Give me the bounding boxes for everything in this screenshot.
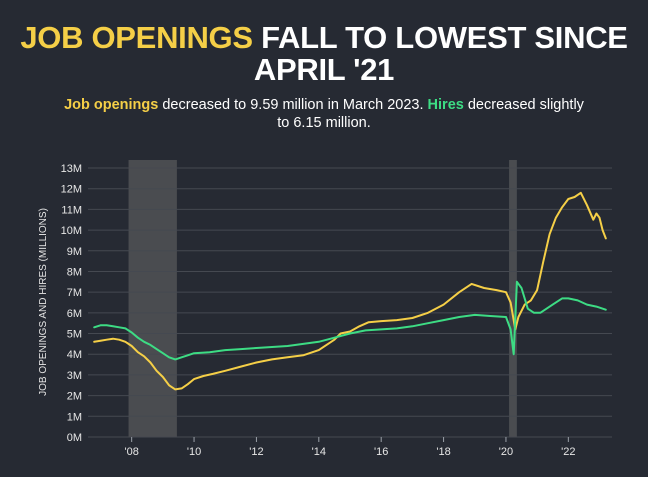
y-tick-label-13: 13M	[61, 163, 82, 175]
y-axis-label: JOB OPENINGS AND HIRES (MILLIONS)	[38, 208, 49, 396]
subtitle-part2: decreased slightly	[463, 97, 584, 113]
subtitle-part1: decreased to 9.59 million in March 2023.	[158, 97, 428, 113]
y-tick-label-12: 12M	[61, 184, 82, 196]
x-axis-ticks: '08 '10 '12 '14 '16 '18 '20 '22	[124, 437, 576, 458]
title-rest: FALL TO LOWEST SINCE	[252, 20, 628, 55]
x-tick-label-3: '14	[312, 446, 326, 458]
recession-band-1	[509, 160, 517, 437]
subtitle-line2: to 6.15 million.	[277, 115, 371, 131]
subtitle-hires: Hires	[427, 97, 464, 113]
title-highlight: JOB OPENINGS	[20, 20, 253, 55]
recession-band-0	[128, 160, 177, 437]
chart-subtitle: Job openings decreased to 9.59 million i…	[24, 96, 624, 132]
chart-title: JOB OPENINGS FALL TO LOWEST SINCE APRIL …	[0, 22, 648, 86]
y-axis-ticks: 0M 1M 2M 3M 4M 5M 6M 7M 8M 9M 10M 11M 12M 13M	[61, 163, 82, 444]
x-tick-label-2: '12	[249, 446, 263, 458]
x-tick-label-0: '08	[124, 446, 138, 458]
x-tick-label-7: '22	[561, 446, 575, 458]
y-tick-label-6: 6M	[67, 308, 82, 320]
series-lines	[93, 191, 607, 391]
y-tick-label-1: 1M	[67, 411, 82, 423]
x-tick-label-1: '10	[187, 446, 201, 458]
title-line2: APRIL '21	[253, 52, 395, 87]
x-tick-label-6: '20	[499, 446, 513, 458]
y-tick-label-11: 11M	[61, 204, 82, 216]
y-tick-label-9: 9M	[67, 246, 82, 258]
y-tick-label-0: 0M	[67, 432, 82, 444]
y-tick-label-4: 4M	[67, 349, 82, 361]
y-tick-label-3: 3M	[67, 370, 82, 382]
x-tick-label-5: '18	[436, 446, 450, 458]
y-tick-label-2: 2M	[67, 391, 82, 403]
subtitle-job-openings: Job openings	[64, 97, 159, 113]
series-line-job-openings	[93, 191, 607, 391]
y-tick-label-10: 10M	[61, 225, 82, 237]
recession-bands	[128, 160, 517, 437]
y-tick-label-7: 7M	[67, 287, 82, 299]
y-tick-label-8: 8M	[67, 266, 82, 278]
series-line-hires	[93, 280, 607, 361]
x-tick-label-4: '16	[374, 446, 388, 458]
y-tick-label-5: 5M	[67, 329, 82, 341]
